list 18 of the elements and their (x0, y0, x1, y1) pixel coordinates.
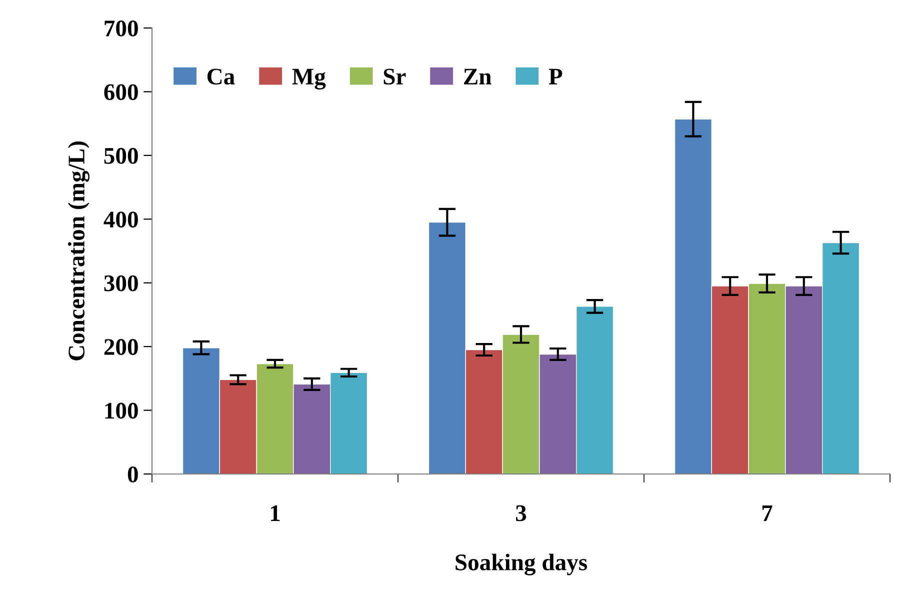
x-tick-label: 1 (270, 505, 280, 521)
x-tick-label: 3 (516, 505, 526, 522)
y-tick-label: 100 (105, 402, 138, 419)
y-axis-title: Concentration (mg/L) (68, 142, 90, 360)
y-tick-label: 500 (104, 148, 138, 164)
y-tick-label: 400 (104, 212, 138, 228)
x-axis-title: Soaking days (456, 554, 588, 576)
y-tick-label: 200 (104, 339, 138, 355)
x-tick-label: 7 (762, 505, 772, 521)
legend-label: Ca (207, 68, 235, 85)
y-tick-label: 300 (104, 275, 138, 292)
y-tick-label: 0 (128, 466, 138, 482)
legend-label: P (548, 68, 562, 84)
y-tick-label: 700 (104, 20, 138, 36)
legend-label: Zn (464, 68, 492, 84)
y-tick-label: 600 (104, 84, 138, 100)
legend-label: Mg (292, 68, 326, 90)
legend-label: Sr (384, 68, 406, 85)
